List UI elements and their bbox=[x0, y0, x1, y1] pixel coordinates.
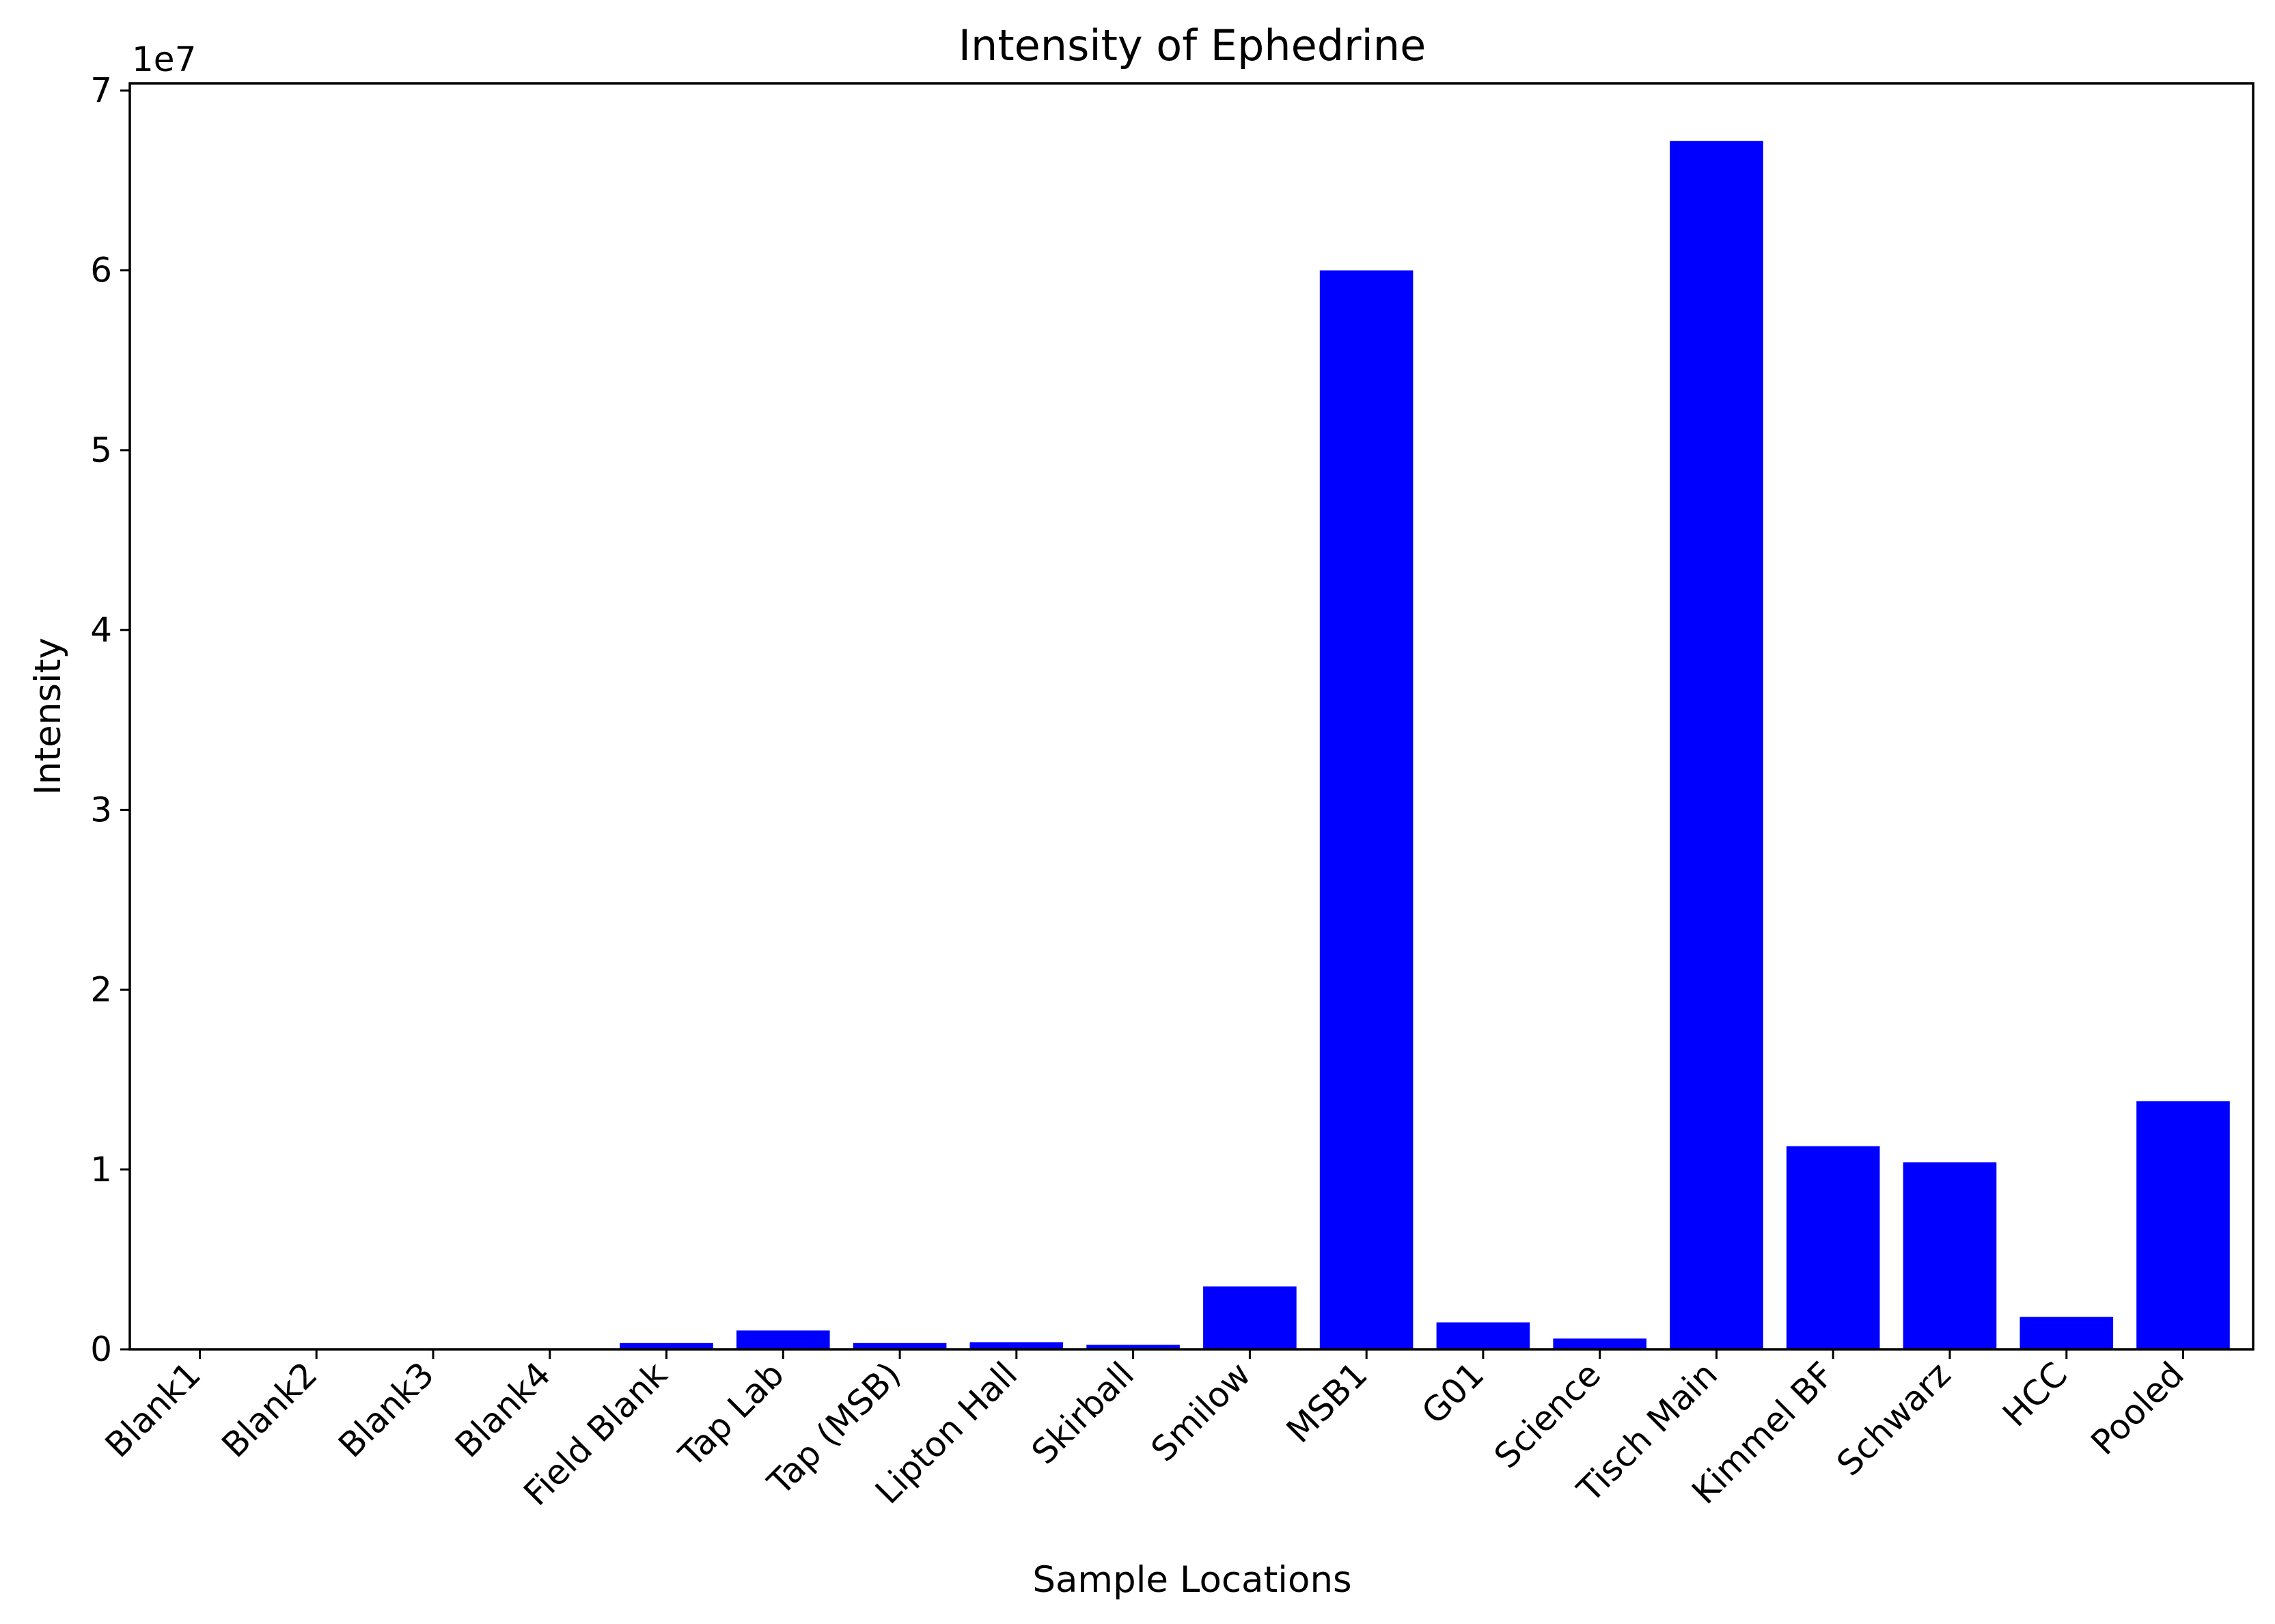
bar-smilow bbox=[1203, 1286, 1297, 1349]
bar-msb1 bbox=[1319, 270, 1414, 1350]
y-tick-label: 3 bbox=[90, 790, 112, 829]
bar-tisch-main bbox=[1670, 141, 1763, 1350]
chart-title: Intensity of Ephedrine bbox=[959, 20, 1426, 70]
bar-schwarz bbox=[1903, 1162, 1997, 1349]
bar-tap-lab bbox=[736, 1330, 830, 1349]
y-axis-label: Intensity bbox=[27, 637, 69, 795]
x-tick-label: G01 bbox=[1414, 1354, 1491, 1431]
x-axis-label: Sample Locations bbox=[1032, 1559, 1351, 1601]
x-tick-label: Blank2 bbox=[215, 1354, 325, 1465]
bar-lipton-hall bbox=[969, 1342, 1064, 1349]
bar-g01 bbox=[1436, 1322, 1530, 1349]
y-tick-label: 2 bbox=[90, 970, 112, 1010]
y-tick-label: 7 bbox=[90, 71, 112, 111]
bar-skirball bbox=[1086, 1345, 1180, 1349]
x-tick-label: Blank3 bbox=[331, 1354, 441, 1465]
y-tick-label: 4 bbox=[90, 610, 112, 650]
bar-tap-msb bbox=[853, 1343, 947, 1349]
x-tick-label: Blank4 bbox=[447, 1354, 558, 1465]
x-tick-label: Schwarz bbox=[1830, 1354, 1959, 1483]
x-tick-label: Smilow bbox=[1144, 1354, 1258, 1469]
y-tick-label: 0 bbox=[90, 1330, 112, 1369]
y-axis-ticks: 0 1 2 3 4 5 6 7 bbox=[90, 71, 130, 1369]
x-tick-label: Blank1 bbox=[98, 1354, 208, 1465]
bar-hcc bbox=[2019, 1317, 2114, 1349]
bars-group bbox=[620, 141, 2230, 1350]
x-tick-label: Pooled bbox=[2084, 1354, 2192, 1462]
x-tick-label: Tap Lab bbox=[671, 1354, 792, 1475]
y-axis-offset-label: 1e7 bbox=[132, 40, 196, 79]
bar-field-blank bbox=[620, 1343, 713, 1349]
bar-kimmel-bf bbox=[1786, 1146, 1880, 1349]
plot-area-frame bbox=[128, 82, 2255, 1351]
y-tick-label: 1 bbox=[90, 1150, 112, 1189]
bar-pooled bbox=[2136, 1101, 2230, 1349]
x-tick-label: MSB1 bbox=[1279, 1354, 1375, 1450]
bar-science bbox=[1553, 1338, 1646, 1349]
x-tick-label: Science bbox=[1487, 1354, 1608, 1476]
x-tick-label: Skirball bbox=[1024, 1354, 1142, 1472]
y-tick-label: 5 bbox=[90, 430, 112, 470]
y-tick-label: 6 bbox=[90, 251, 112, 290]
x-tick-label: HCC bbox=[1995, 1354, 2075, 1434]
